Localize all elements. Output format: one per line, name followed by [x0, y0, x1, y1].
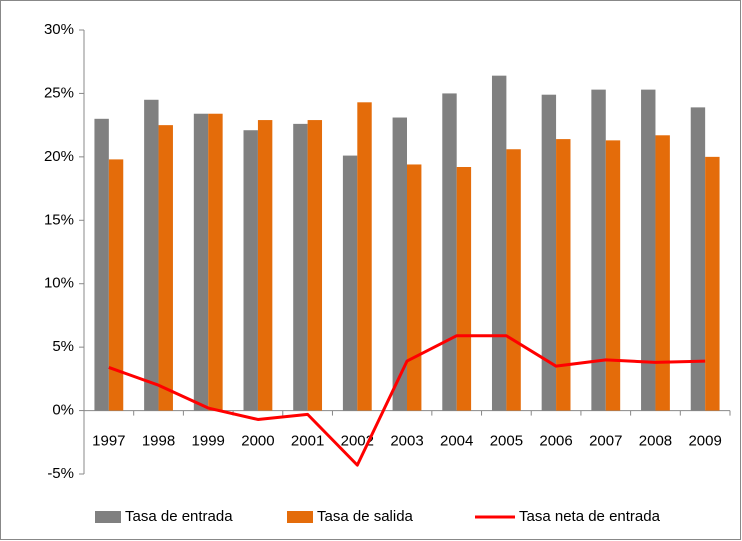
legend-swatch	[287, 511, 313, 523]
bar	[257, 120, 273, 411]
bar	[605, 140, 621, 411]
y-tick-label: 25%	[44, 84, 74, 101]
x-tick-label: 2006	[539, 433, 572, 450]
y-tick-label: 10%	[44, 275, 74, 292]
x-tick-label: 2008	[639, 433, 672, 450]
x-tick-label: 2001	[291, 433, 324, 450]
bar	[208, 113, 223, 411]
bar	[442, 93, 457, 411]
bar	[243, 130, 258, 411]
bar	[94, 118, 109, 411]
bar	[556, 139, 571, 411]
x-tick-label: 1999	[192, 433, 225, 450]
bar	[705, 156, 720, 411]
x-tick-label: 2004	[440, 433, 473, 450]
y-tick-label: 20%	[44, 148, 74, 165]
bar	[293, 123, 308, 411]
bar	[108, 159, 124, 411]
line	[108, 334, 706, 467]
bar	[541, 94, 557, 411]
bar	[307, 120, 323, 411]
y-tick-label: 0%	[52, 402, 74, 419]
legend-label: Tasa de salida	[317, 508, 414, 525]
bar	[690, 107, 706, 411]
x-tick-label: 1998	[142, 433, 175, 450]
bar	[407, 164, 422, 411]
bar	[655, 135, 670, 411]
bar	[144, 99, 159, 411]
bar	[158, 125, 173, 411]
bar	[591, 89, 606, 411]
x-tick-label: 2003	[390, 433, 423, 450]
bar	[392, 117, 407, 411]
x-tick-label: 2007	[589, 433, 622, 450]
bar	[456, 167, 472, 411]
legend-label: Tasa de entrada	[125, 508, 233, 525]
x-tick-label: 2009	[688, 433, 721, 450]
x-tick-label: 1997	[92, 433, 125, 450]
y-tick-label: 5%	[52, 338, 74, 355]
bar	[357, 102, 372, 411]
y-tick-label: -5%	[47, 465, 74, 482]
y-tick-label: 30%	[44, 21, 74, 38]
bar	[641, 89, 656, 411]
bar	[342, 155, 358, 411]
legend-label: Tasa neta de entrada	[519, 508, 661, 525]
x-tick-label: 2005	[490, 433, 523, 450]
bar	[506, 149, 521, 411]
y-tick-label: 15%	[44, 211, 74, 228]
bar	[491, 75, 507, 411]
bar	[193, 113, 209, 411]
x-tick-label: 2000	[241, 433, 274, 450]
legend-swatch	[95, 511, 121, 523]
